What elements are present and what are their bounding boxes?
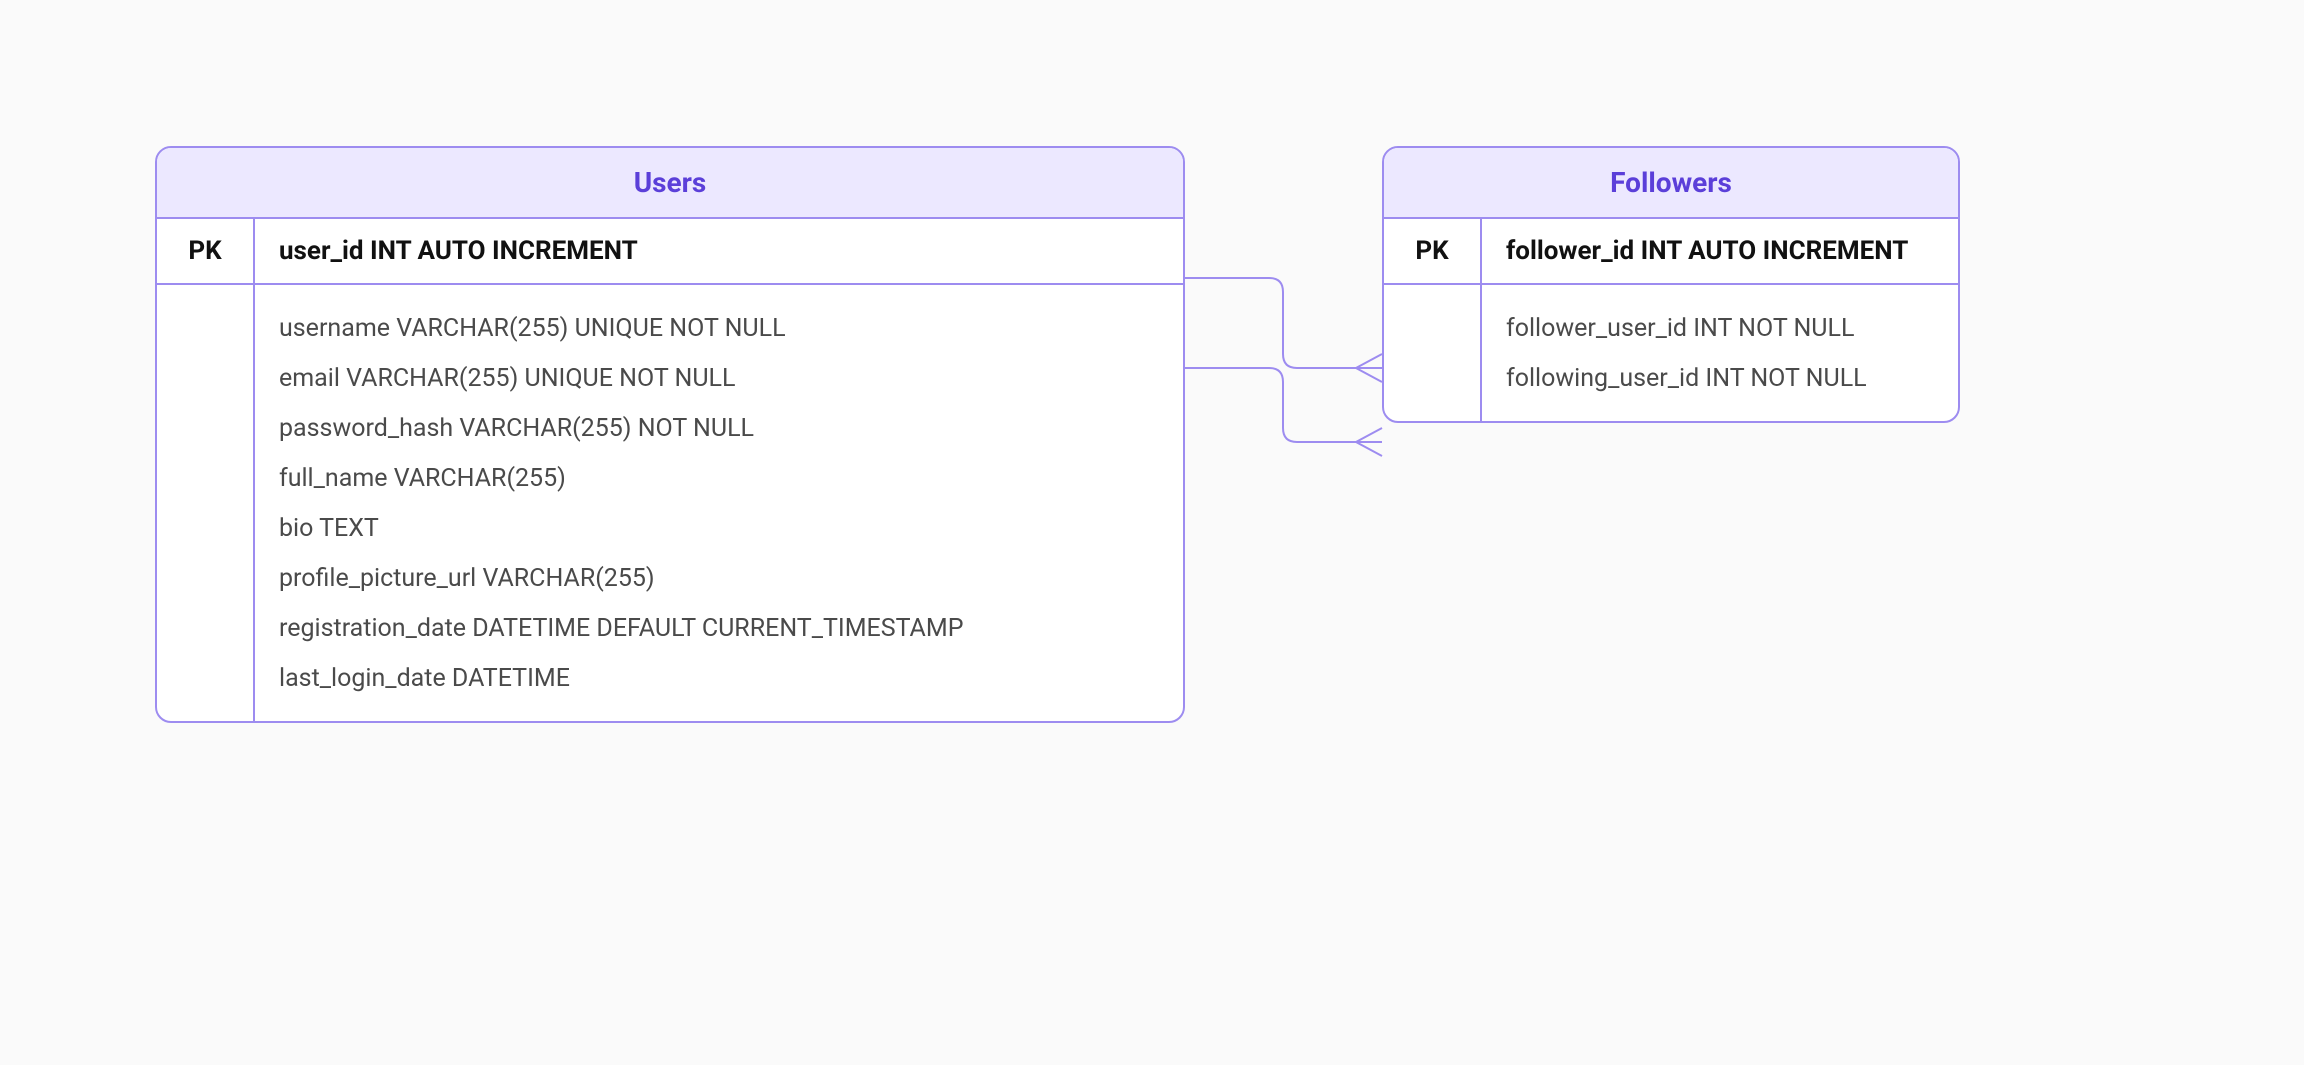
pk-field: user_id INT AUTO INCREMENT <box>255 236 638 266</box>
pk-column: PK <box>1384 219 1482 421</box>
pk-column-empty <box>157 285 253 721</box>
attribute-field: profile_picture_url VARCHAR(255) <box>255 564 1183 593</box>
attribute-column: user_id INT AUTO INCREMENT username VARCH… <box>255 219 1183 721</box>
crowfoot-icon <box>1356 354 1382 382</box>
er-diagram-canvas: UsersPKuser_id INT AUTO INCREMENTusernam… <box>0 0 2304 1065</box>
entity-title: Users <box>157 148 1183 219</box>
attribute-field: username VARCHAR(255) UNIQUE NOT NULL <box>255 314 1183 343</box>
attribute-field: last_login_date DATETIME <box>255 664 1183 693</box>
attribute-field: bio TEXT <box>255 514 1183 543</box>
crowfoot-icon <box>1356 428 1382 456</box>
entity-title: Followers <box>1384 148 1958 219</box>
entity-followers: FollowersPKfollower_id INT AUTO INCREMEN… <box>1382 146 1960 423</box>
entity-users: Users PKuser_id INT AUTO INCREMENT usernam… <box>155 146 1185 723</box>
pk-column-empty <box>1384 285 1480 421</box>
entity-body: PKfollower_id INT AUTO INCREMENTfollower… <box>1384 219 1958 421</box>
pk-column: PK <box>157 219 255 721</box>
pk-label: PK <box>157 236 253 266</box>
attribute-field: registration_date DATETIME DEFAULT CURRE… <box>255 614 1183 643</box>
attribute-field: password_hash VARCHAR(255) NOT NULL <box>255 414 1183 443</box>
pk-label: PK <box>1384 236 1480 266</box>
attribute-column: follower_id INT AUTO INCREMENT follower_u… <box>1482 219 1958 421</box>
attribute-field: follower_user_id INT NOT NULL <box>1482 314 1958 343</box>
attribute-field: full_name VARCHAR(255) <box>255 464 1183 493</box>
pk-field: follower_id INT AUTO INCREMENT <box>1482 236 1908 266</box>
connector-line <box>1185 368 1356 442</box>
attribute-field: following_user_id INT NOT NULL <box>1482 364 1958 393</box>
attribute-field: email VARCHAR(255) UNIQUE NOT NULL <box>255 364 1183 393</box>
attributes-list: follower_user_id INT NOT NULL following_u… <box>1482 285 1958 421</box>
attributes-list: username VARCHAR(255) UNIQUE NOT NULL ema… <box>255 285 1183 721</box>
entity-body: PKuser_id INT AUTO INCREMENT username VAR… <box>157 219 1183 721</box>
connector-line <box>1185 278 1356 368</box>
